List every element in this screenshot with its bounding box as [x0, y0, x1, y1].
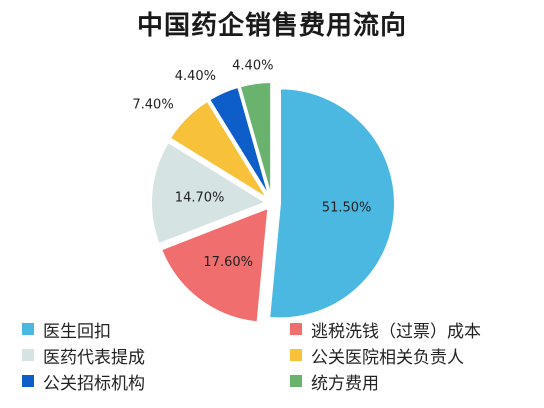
pie-slice-4	[168, 99, 269, 200]
pie-slice-5	[207, 85, 271, 199]
pie-slice-2	[159, 206, 270, 324]
data-label-6: 4.40%	[232, 58, 273, 73]
data-label-3: 14.70%	[175, 190, 225, 205]
chart-title: 中国药企销售费用流向	[136, 11, 407, 41]
data-label-4: 7.40%	[132, 98, 173, 113]
data-label-1: 51.50%	[322, 201, 372, 216]
data-label-5: 4.40%	[175, 69, 216, 84]
pie-slice-6	[238, 81, 273, 198]
data-label-2: 17.60%	[203, 255, 253, 270]
pie-slice-3	[150, 140, 269, 246]
pie-slice-1	[268, 87, 396, 320]
